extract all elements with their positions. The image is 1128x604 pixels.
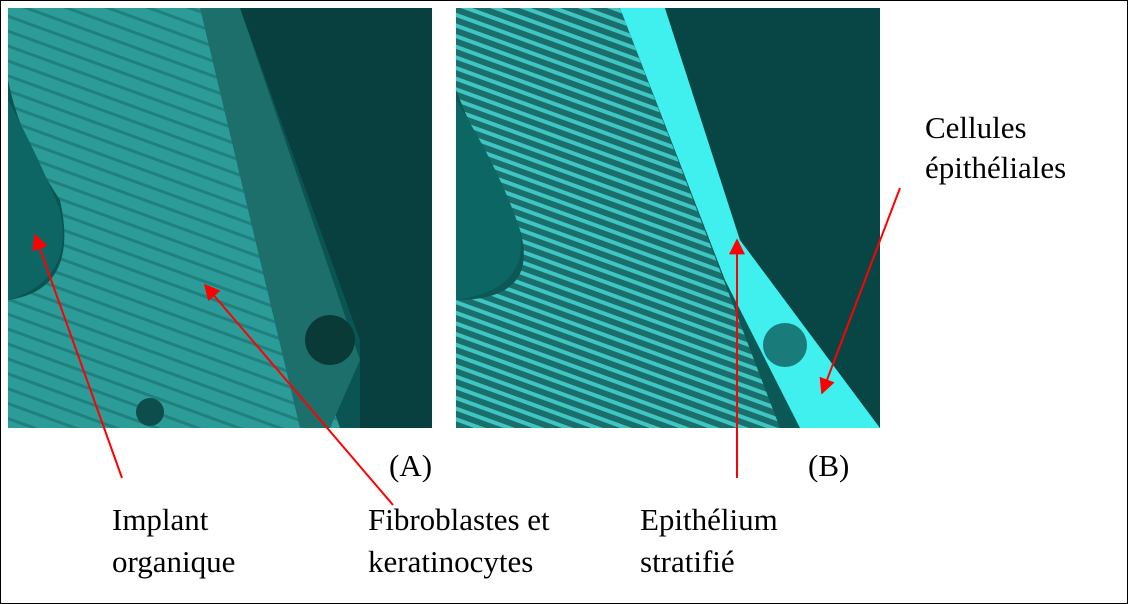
annotation: Epithélium <box>640 502 778 537</box>
annotation: Cellules <box>925 110 1027 145</box>
annotation: Implant <box>112 502 209 537</box>
annotation: stratifié <box>640 544 735 579</box>
image-a <box>8 8 432 428</box>
panel-label: (A) <box>389 448 432 483</box>
image-b <box>456 8 880 428</box>
annotation: épithéliales <box>925 150 1066 185</box>
panel-label: (B) <box>808 448 849 483</box>
annotation: organique <box>112 544 235 579</box>
annotation: keratinocytes <box>368 544 533 579</box>
arrows <box>32 187 901 506</box>
annotation: Fibroblastes et <box>368 502 550 537</box>
